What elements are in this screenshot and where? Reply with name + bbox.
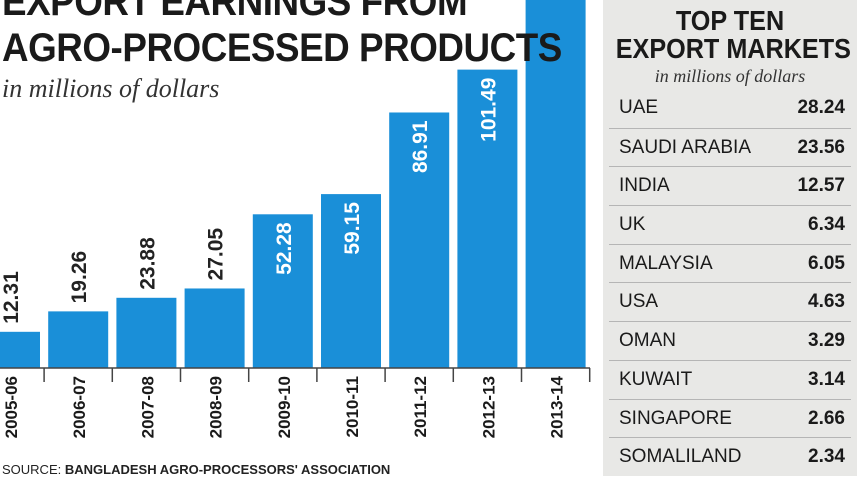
value-label-2012-13: 101.49 (477, 78, 500, 142)
source-prefix: SOURCE: (2, 462, 62, 477)
market-country: KUWAIT (619, 368, 693, 390)
value-label-2011-12: 86.91 (409, 120, 432, 173)
market-row: SAUDI ARABIA 23.56 (609, 127, 851, 167)
market-value: 6.34 (808, 214, 845, 236)
value-label-2010-11: 59.15 (341, 202, 364, 255)
category-label-2013-14: 2013-14 (548, 375, 567, 438)
market-value: 2.66 (808, 407, 845, 429)
bar-2013-14 (525, 0, 586, 368)
chart-subtitle: in millions of dollars (2, 74, 220, 103)
value-label-2007-08: 23.88 (136, 237, 159, 290)
category-label-2012-13: 2012-13 (479, 376, 498, 438)
market-country: INDIA (619, 175, 670, 197)
category-label-2006-07: 2006-07 (70, 376, 89, 438)
bar-chart: 12.31 2005-06 19.26 2006-07 23.88 2007-08 27.0… (0, 0, 591, 438)
market-country: SAUDI ARABIA (619, 136, 751, 158)
bar-2005-06 (0, 331, 40, 368)
bar-2011-12 (389, 112, 450, 369)
market-country: SINGAPORE (619, 407, 732, 429)
market-country: SOMALILAND (619, 446, 742, 468)
top-markets-list: UAE 28.24 SAUDI ARABIA 23.56 INDIA 12.57 UK… (609, 89, 851, 476)
market-value: 4.63 (808, 291, 845, 313)
market-country: UAE (619, 97, 659, 118)
source-text: BANGLADESH AGRO-PROCESSORS' ASSOCIATION (64, 462, 391, 477)
bar-2008-09 (184, 288, 245, 368)
market-value: 6.05 (808, 252, 845, 274)
value-label-2006-07: 19.26 (68, 251, 91, 304)
value-label-2005-06: 12.31 (0, 271, 23, 324)
value-label-2008-09: 27.05 (205, 228, 228, 281)
market-row: USA 4.63 (609, 282, 851, 321)
category-label-2011-12: 2011-12 (411, 376, 430, 437)
market-row: UK 6.34 (609, 205, 851, 244)
market-row: MALAYSIA 6.05 (609, 243, 851, 283)
market-country: UK (619, 214, 646, 236)
source-note: SOURCE: BANGLADESH AGRO-PROCESSORS' ASSO… (2, 462, 390, 477)
category-label-2007-08: 2007-08 (138, 376, 157, 438)
market-row: KUWAIT 3.14 (609, 359, 851, 399)
bar-2007-08 (116, 297, 177, 368)
top-markets-subtitle: in millions of dollars (654, 66, 806, 86)
market-country: USA (619, 291, 659, 313)
bar-2010-11 (321, 194, 381, 368)
market-value: 3.29 (808, 330, 845, 352)
top-markets-title-line1: TOP TEN (675, 5, 785, 36)
bar-2006-07 (48, 311, 109, 368)
bar-2009-10 (252, 214, 313, 368)
market-value: 23.56 (797, 136, 845, 158)
market-value: 28.24 (797, 97, 845, 118)
bar-2012-13 (457, 69, 518, 369)
top-markets-title-line2: EXPORT MARKETS (615, 33, 851, 64)
market-row: INDIA 12.57 (609, 166, 851, 205)
chart-title-line1: EXPORT EARNINGS FROM (2, 0, 468, 24)
category-label-2008-09: 2008-09 (207, 376, 226, 438)
market-country: MALAYSIA (619, 252, 713, 274)
market-row: SINGAPORE 2.66 (609, 398, 851, 438)
market-country: OMAN (619, 330, 676, 352)
market-value: 12.57 (797, 175, 845, 197)
category-label-2010-11: 2010-11 (343, 376, 362, 437)
category-label-2005-06: 2005-06 (2, 376, 21, 438)
market-value: 2.34 (808, 446, 845, 468)
top-markets-panel: TOP TEN EXPORT MARKETS in millions of do… (603, 0, 857, 476)
value-label-2009-10: 52.28 (273, 222, 296, 275)
category-label-2009-10: 2009-10 (275, 376, 294, 438)
market-row: UAE 28.24 (609, 89, 851, 128)
market-row: SOMALILAND 2.34 (609, 437, 851, 476)
market-value: 3.14 (808, 368, 845, 390)
chart-title-line2: AGRO-PROCESSED PRODUCTS (2, 26, 562, 70)
market-row: OMAN 3.29 (609, 321, 851, 360)
